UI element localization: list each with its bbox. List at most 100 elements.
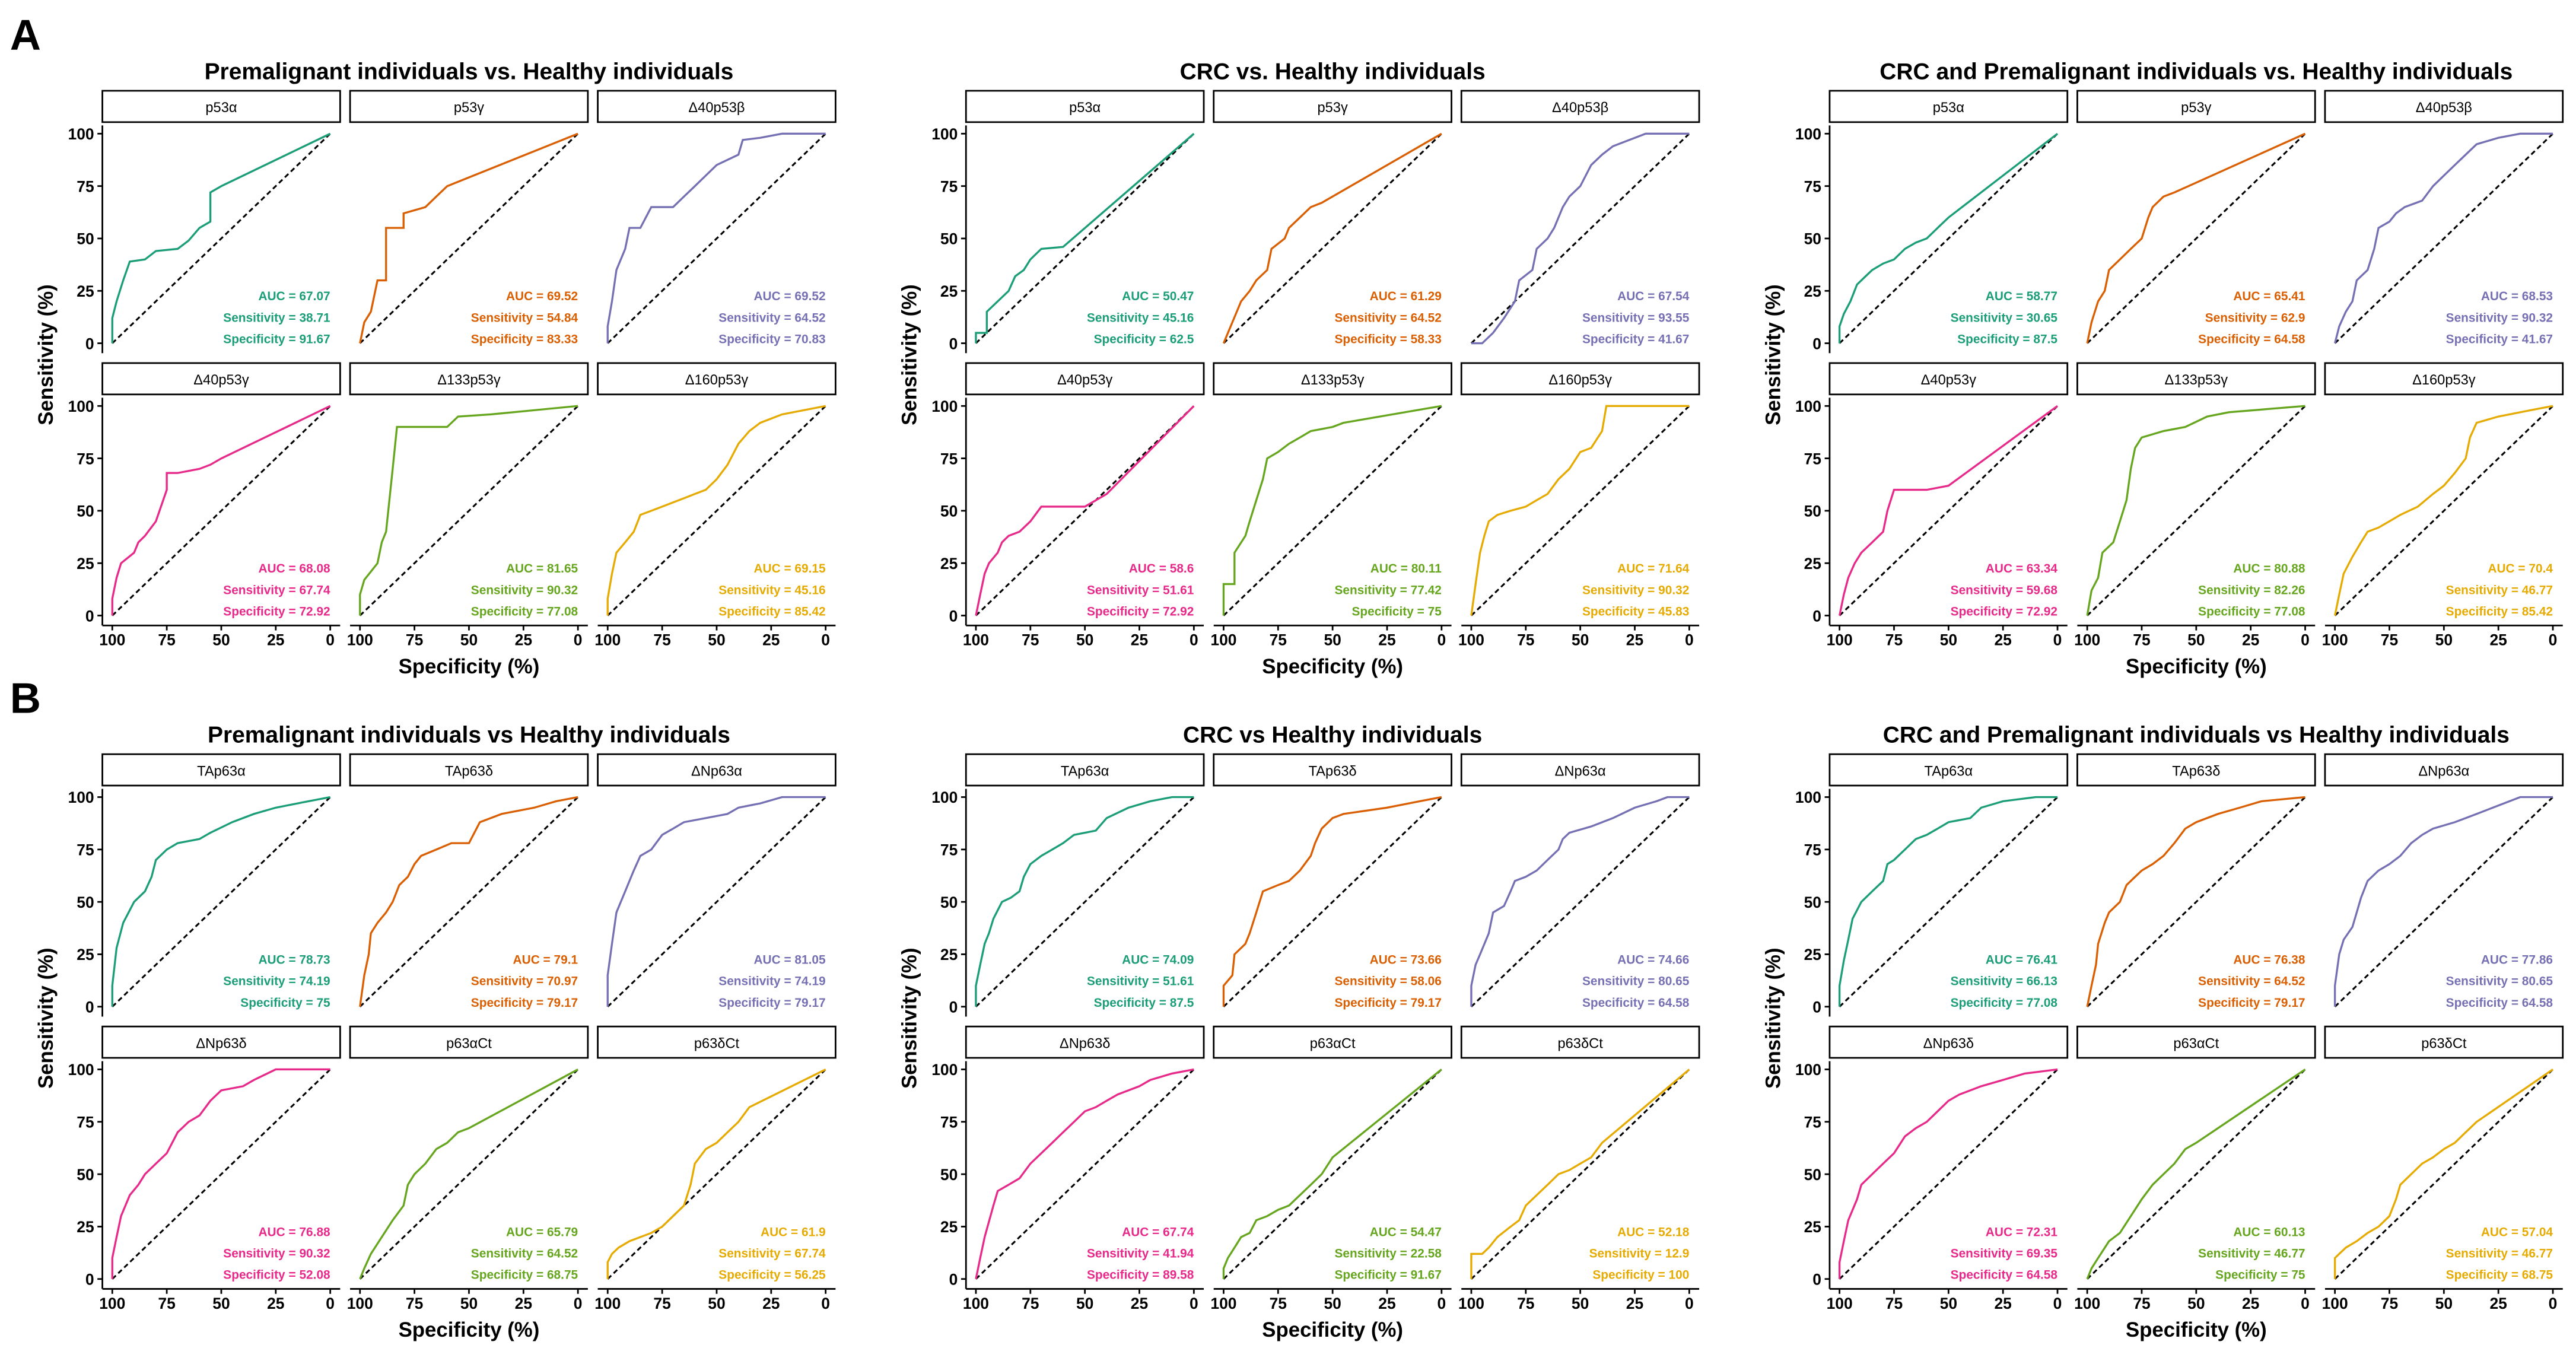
auc-label: AUC = 81.05: [753, 953, 826, 966]
y-tick-label: 25: [940, 1218, 958, 1236]
x-tick-label: 50: [708, 1295, 725, 1312]
facet-strip: [101, 1025, 341, 1059]
auc-label: AUC = 70.4: [2488, 562, 2553, 575]
sensitivity-label: Sensitivity = 66.13: [1951, 975, 2057, 988]
facet-panel: Δ40p53γ AUC = 68.08 Sensitivity = 67.74 Spe…: [68, 362, 341, 649]
x-tick-label: 0: [1190, 631, 1198, 649]
x-tick-label: 75: [1885, 1295, 1903, 1312]
facet-panel: p63αCt AUC = 60.13 Sensitivity = 46.77 Spec…: [2074, 1025, 2316, 1312]
roc-curve: [2333, 796, 2553, 1007]
y-tick-label: 100: [1795, 398, 1821, 415]
chart-title: CRC vs. Healthy individuals: [1180, 59, 1486, 85]
y-tick-label: 75: [1804, 841, 1821, 859]
facet-panel: p63δCt AUC = 61.9 Sensitivity = 67.74 Speci…: [594, 1025, 837, 1312]
panel-letter: B: [10, 675, 41, 723]
auc-label: AUC = 67.07: [258, 290, 330, 303]
auc-label: AUC = 72.31: [1986, 1225, 2058, 1239]
sensitivity-label: Sensitivity = 45.16: [718, 583, 825, 597]
sensitivity-label: Sensitivity = 67.74: [718, 1247, 826, 1261]
x-tick-label: 25: [267, 631, 284, 649]
auc-label: AUC = 68.08: [258, 562, 330, 575]
x-tick-label: 0: [326, 631, 335, 649]
x-tick-label: 0: [2549, 631, 2558, 649]
facet-panel: Δ40p53β AUC = 69.52 Sensitivity = 64.52 Spe…: [597, 90, 837, 346]
facet-label: p63αCt: [2173, 1036, 2219, 1051]
x-tick-label: 75: [406, 631, 423, 649]
specificity-label: Specificity = 79.17: [471, 996, 578, 1010]
roc-curve: [1838, 1068, 2058, 1279]
specificity-label: Specificity = 79.17: [718, 996, 825, 1010]
y-tick-label: 75: [77, 841, 94, 859]
facet-label: ΔNp63δ: [1060, 1036, 1110, 1051]
x-tick-label: 50: [212, 1295, 230, 1312]
y-axis-label: Sensitivity (%): [899, 947, 921, 1089]
x-tick-label: 100: [963, 631, 989, 649]
reference-diagonal: [1470, 405, 1690, 616]
y-tick-label: 100: [931, 1061, 958, 1079]
y-tick-label: 75: [77, 1114, 94, 1131]
facet-panel: p53α AUC = 58.77 Sensitivity = 30.65 Specif…: [1795, 90, 2069, 354]
facet-label: p53γ: [454, 100, 484, 116]
roc-curve: [1838, 405, 2059, 616]
roc-curve: [606, 132, 826, 344]
x-tick-label: 0: [1437, 631, 1446, 649]
x-tick-label: 25: [2489, 1295, 2507, 1312]
auc-label: AUC = 67.74: [1122, 1225, 1194, 1239]
facet-panel: ΔNp63α AUC = 74.66 Sensitivity = 80.65 Spec…: [1460, 753, 1700, 1010]
x-tick-label: 75: [158, 1295, 175, 1312]
facet-strip: [965, 753, 1205, 787]
reference-diagonal: [359, 133, 579, 344]
chart-group: CRC vs. Healthy individuals Sensitivity (…: [899, 59, 1700, 678]
roc-curve: [111, 796, 330, 1007]
specificity-label: Specificity = 56.25: [718, 1268, 826, 1282]
sensitivity-label: Sensitivity = 30.65: [1951, 311, 2058, 325]
roc-curve: [2086, 405, 2305, 616]
facet-label: TAp63δ: [2172, 764, 2220, 779]
specificity-label: Specificity = 75: [1351, 605, 1442, 619]
x-tick-label: 75: [1270, 1295, 1287, 1312]
facet-panel: ΔNp63α AUC = 77.86 Sensitivity = 80.65 Spec…: [2324, 753, 2564, 1010]
roc-curve: [359, 796, 578, 1007]
y-tick-label: 50: [940, 1166, 958, 1184]
facet-label: p63αCt: [446, 1036, 492, 1051]
x-tick-label: 50: [708, 631, 725, 649]
reference-diagonal: [975, 796, 1195, 1007]
facet-label: Δ40p53γ: [1921, 373, 1977, 388]
reference-diagonal: [2087, 796, 2306, 1007]
y-tick-label: 0: [1812, 607, 1821, 625]
facet-panel: TAp63α AUC = 76.41 Sensitivity = 66.13 Spec…: [1795, 753, 2069, 1017]
x-tick-label: 25: [1131, 631, 1148, 649]
x-tick-label: 25: [1378, 1295, 1395, 1312]
y-axis-label: Sensitivity (%): [35, 284, 58, 425]
y-tick-label: 100: [68, 1061, 94, 1079]
reference-diagonal: [2334, 1069, 2554, 1280]
chart-title: CRC and Premalignant individuals vs. Hea…: [1879, 59, 2513, 85]
facet-panel: Δ133p53γ AUC = 81.65 Sensitivity = 90.32 Sp…: [347, 362, 589, 649]
facet-strip: [597, 753, 837, 787]
y-tick-label: 50: [1804, 503, 1821, 520]
x-axis-label: Specificity (%): [1262, 1319, 1403, 1341]
y-tick-label: 0: [85, 1270, 94, 1288]
facet-panel: ΔNp63δ AUC = 72.31 Sensitivity = 69.35 Spec…: [1795, 1025, 2069, 1312]
y-tick-label: 75: [1804, 450, 1821, 468]
roc-curve: [1222, 796, 1442, 1007]
y-tick-label: 100: [931, 398, 958, 415]
auc-label: AUC = 61.9: [761, 1225, 826, 1239]
roc-curve: [1470, 405, 1690, 616]
specificity-label: Specificity = 91.67: [1334, 1268, 1441, 1282]
reference-diagonal: [975, 1069, 1195, 1280]
specificity-label: Specificity = 64.58: [2446, 996, 2553, 1010]
facet-panel: TAp63α AUC = 78.73 Sensitivity = 74.19 Spec…: [68, 753, 341, 1017]
panel-letter: A: [10, 11, 41, 59]
auc-label: AUC = 76.38: [2233, 953, 2305, 966]
sensitivity-label: Sensitivity = 70.97: [471, 975, 578, 988]
facet-strip: [965, 1025, 1205, 1059]
x-tick-label: 0: [574, 1295, 583, 1312]
specificity-label: Specificity = 41.67: [1582, 333, 1689, 346]
reference-diagonal: [607, 133, 826, 344]
y-tick-label: 0: [85, 335, 94, 352]
x-tick-label: 100: [1210, 1295, 1236, 1312]
reference-diagonal: [359, 1069, 579, 1280]
sensitivity-label: Sensitivity = 59.68: [1951, 583, 2057, 597]
